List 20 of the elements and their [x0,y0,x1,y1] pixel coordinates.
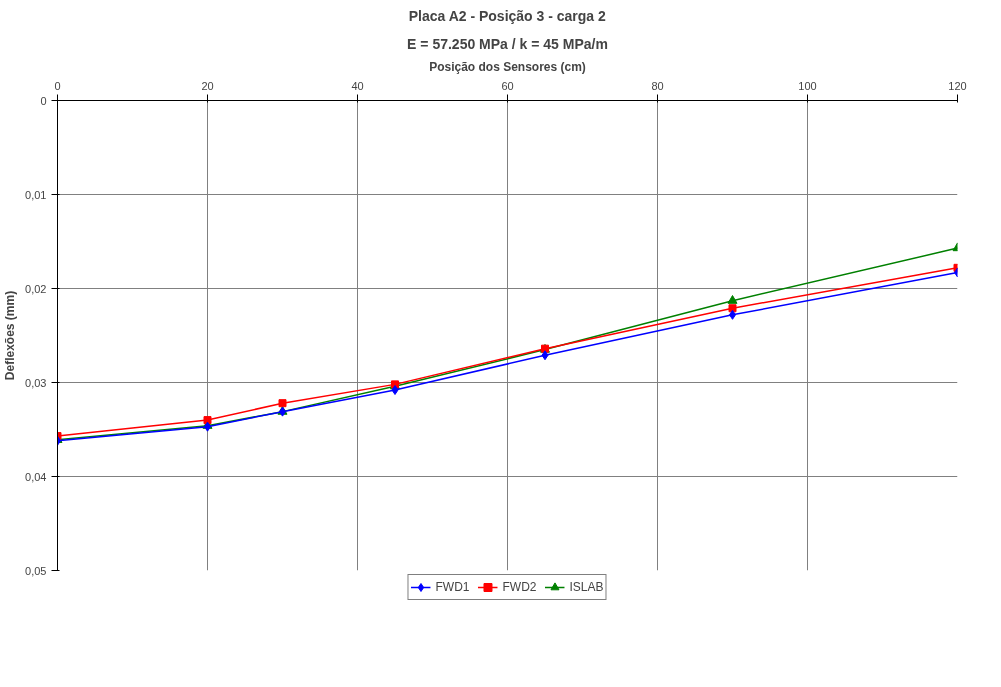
legend-label: ISLAB [569,580,604,594]
y-tick-label: 0 [40,94,47,107]
chart-title: Placa A2 - Posição 3 - carga 2 [408,7,607,24]
x-tick-label: 100 [798,79,817,92]
x-axis-title: Posição dos Sensores (cm) [429,59,586,74]
x-tick-label: 20 [201,79,214,92]
legend-label: FWD1 [435,580,470,594]
y-tick-label: 0,02 [25,282,47,295]
x-tick-label: 80 [651,79,664,92]
x-tick-label: 0 [54,79,61,92]
x-tick-label: 120 [948,79,967,92]
x-tick-label: 60 [501,79,514,92]
y-tick-label: 0,04 [25,470,47,483]
y-axis-title: Deflexões (mm) [3,290,18,381]
chart-subtitle: E = 57.250 MPa / k = 45 MPa/m [407,35,608,52]
x-tick-label: 40 [351,79,364,92]
y-tick-label: 0,05 [25,564,47,577]
legend-label: FWD2 [502,580,537,594]
y-tick-label: 0,01 [25,188,47,201]
y-tick-label: 0,03 [25,376,47,389]
